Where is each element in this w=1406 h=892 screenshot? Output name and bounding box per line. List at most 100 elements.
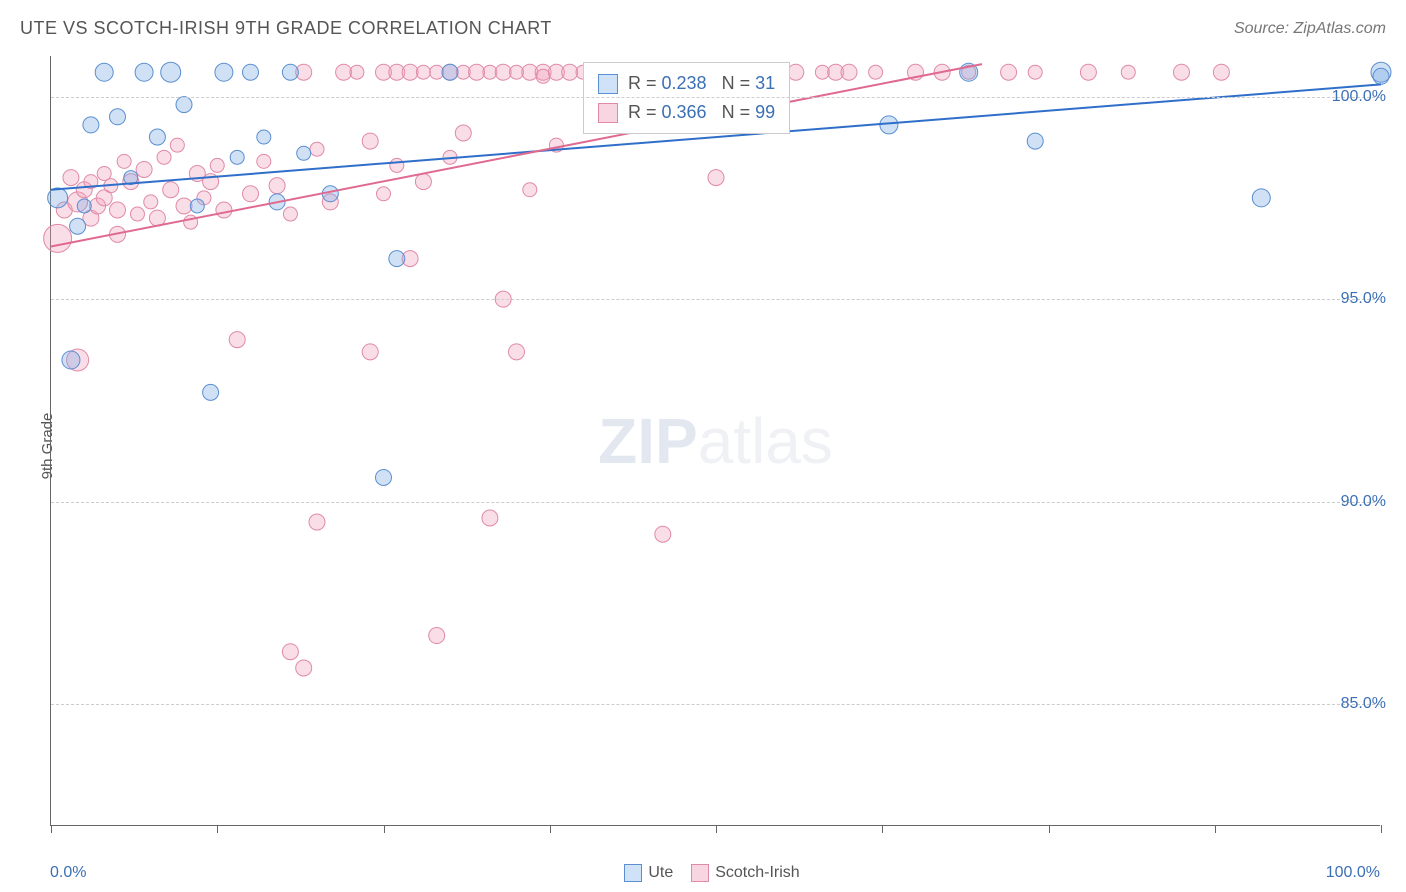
data-point xyxy=(336,64,352,80)
data-point xyxy=(149,129,165,145)
data-point xyxy=(390,158,404,172)
data-point xyxy=(282,644,298,660)
data-point xyxy=(655,526,671,542)
data-point xyxy=(1001,64,1017,80)
data-point xyxy=(296,660,312,676)
data-point xyxy=(215,63,233,81)
stat-n-value: 99 xyxy=(755,102,775,122)
data-point xyxy=(1373,68,1389,84)
data-point xyxy=(1213,64,1229,80)
legend-swatch xyxy=(598,74,618,94)
x-tick xyxy=(217,825,218,833)
stats-box: R = 0.238 N = 31R = 0.366 N = 99 xyxy=(583,62,790,134)
data-point xyxy=(1174,64,1190,80)
data-point xyxy=(495,64,511,80)
stat-n-value: 31 xyxy=(755,73,775,93)
data-point xyxy=(1121,65,1135,79)
stats-row: R = 0.366 N = 99 xyxy=(598,98,775,127)
legend-label: Scotch-Irish xyxy=(715,864,799,881)
data-point xyxy=(144,195,158,209)
data-point xyxy=(562,64,578,80)
data-point xyxy=(203,384,219,400)
data-point xyxy=(257,130,271,144)
data-point xyxy=(136,161,152,177)
x-tick xyxy=(384,825,385,833)
data-point xyxy=(389,251,405,267)
bottom-legend: Ute Scotch-Irish xyxy=(0,864,1406,882)
stat-n-label: N = xyxy=(722,102,756,122)
data-point xyxy=(117,154,131,168)
legend-swatch xyxy=(624,864,642,882)
trend-line xyxy=(51,64,982,246)
data-point xyxy=(48,188,68,208)
data-point xyxy=(130,207,144,221)
data-point xyxy=(161,62,181,82)
data-point xyxy=(230,150,244,164)
data-point xyxy=(163,182,179,198)
x-tick xyxy=(51,825,52,833)
x-tick xyxy=(550,825,551,833)
chart-svg xyxy=(51,56,1380,825)
data-point xyxy=(1028,65,1042,79)
data-point xyxy=(210,158,224,172)
data-point xyxy=(110,109,126,125)
data-point xyxy=(257,154,271,168)
data-point xyxy=(63,170,79,186)
data-point xyxy=(157,150,171,164)
data-point xyxy=(216,202,232,218)
data-point xyxy=(176,97,192,113)
legend-swatch xyxy=(691,864,709,882)
gridline xyxy=(51,502,1380,503)
data-point xyxy=(350,65,364,79)
gridline xyxy=(51,299,1380,300)
data-point xyxy=(869,65,883,79)
x-tick xyxy=(1049,825,1050,833)
data-point xyxy=(44,224,72,252)
data-point xyxy=(362,344,378,360)
data-point xyxy=(170,138,184,152)
data-point xyxy=(708,170,724,186)
data-point xyxy=(841,64,857,80)
legend-label: Ute xyxy=(648,864,673,881)
header: UTE VS SCOTCH-IRISH 9TH GRADE CORRELATIO… xyxy=(20,18,1386,39)
stat-r-value: 0.238 xyxy=(662,73,707,93)
plot-area: ZIPatlas R = 0.238 N = 31R = 0.366 N = 9… xyxy=(50,56,1380,826)
data-point xyxy=(416,65,430,79)
x-tick xyxy=(1215,825,1216,833)
stat-r-value: 0.366 xyxy=(662,102,707,122)
stat-n-label: N = xyxy=(722,73,756,93)
data-point xyxy=(429,628,445,644)
gridline xyxy=(51,704,1380,705)
data-point xyxy=(243,64,259,80)
data-point xyxy=(1252,189,1270,207)
data-point xyxy=(880,116,898,134)
data-point xyxy=(788,64,804,80)
data-point xyxy=(243,186,259,202)
data-point xyxy=(95,63,113,81)
data-point xyxy=(77,199,91,213)
data-point xyxy=(309,514,325,530)
data-point xyxy=(310,142,324,156)
stat-r-label: R = xyxy=(628,73,662,93)
data-point xyxy=(283,207,297,221)
y-tick-label: 90.0% xyxy=(1341,493,1386,511)
data-point xyxy=(482,510,498,526)
x-tick xyxy=(1381,825,1382,833)
data-point xyxy=(523,183,537,197)
data-point xyxy=(176,198,192,214)
data-point xyxy=(282,64,298,80)
chart-title: UTE VS SCOTCH-IRISH 9TH GRADE CORRELATIO… xyxy=(20,18,552,39)
data-point xyxy=(83,117,99,133)
x-tick xyxy=(716,825,717,833)
y-tick-label: 95.0% xyxy=(1341,290,1386,308)
data-point xyxy=(190,199,204,213)
legend-swatch xyxy=(598,103,618,123)
x-tick xyxy=(882,825,883,833)
data-point xyxy=(415,174,431,190)
stats-row: R = 0.238 N = 31 xyxy=(598,69,775,98)
data-point xyxy=(1080,64,1096,80)
gridline xyxy=(51,97,1380,98)
data-point xyxy=(70,218,86,234)
data-point xyxy=(469,64,485,80)
y-tick-label: 100.0% xyxy=(1332,88,1386,106)
